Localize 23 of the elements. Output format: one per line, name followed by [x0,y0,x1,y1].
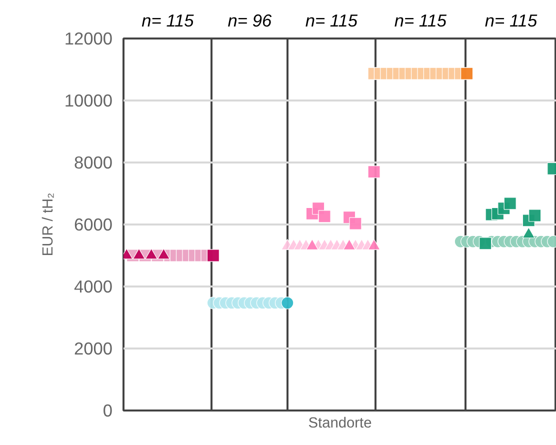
y-tick-label: 2000 [74,338,113,358]
y-tick-label: 12000 [64,28,112,48]
point [504,197,516,210]
text: n= 115 [394,10,447,30]
text: n= 96 [228,10,272,30]
point [528,209,542,222]
point [206,249,220,262]
point [460,67,474,80]
y-tick-label: 0 [102,400,113,420]
point [318,210,331,223]
y-axis-title: EUR / tH₂ [40,192,56,256]
x-axis-title: Standorte [308,416,372,432]
text: n= 115 [142,10,194,30]
y-tick-label: 4000 [74,276,113,296]
y-tick-label: 6000 [74,214,113,234]
text: n= 115 [484,10,538,30]
point [479,237,492,250]
point [281,296,294,310]
point [368,166,380,178]
text: n= 115 [305,10,358,30]
y-tick-label: 8000 [74,152,113,172]
y-tick-label: 10000 [64,90,112,110]
point [349,217,362,230]
